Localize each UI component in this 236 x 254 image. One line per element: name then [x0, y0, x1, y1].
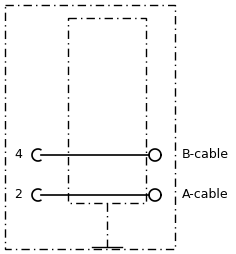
Text: 2: 2	[14, 188, 22, 201]
Text: 4: 4	[14, 149, 22, 162]
Text: B-cable: B-cable	[182, 149, 229, 162]
Text: A-cable: A-cable	[182, 188, 229, 201]
Bar	[68, 18, 146, 203]
Bar	[5, 5, 175, 249]
